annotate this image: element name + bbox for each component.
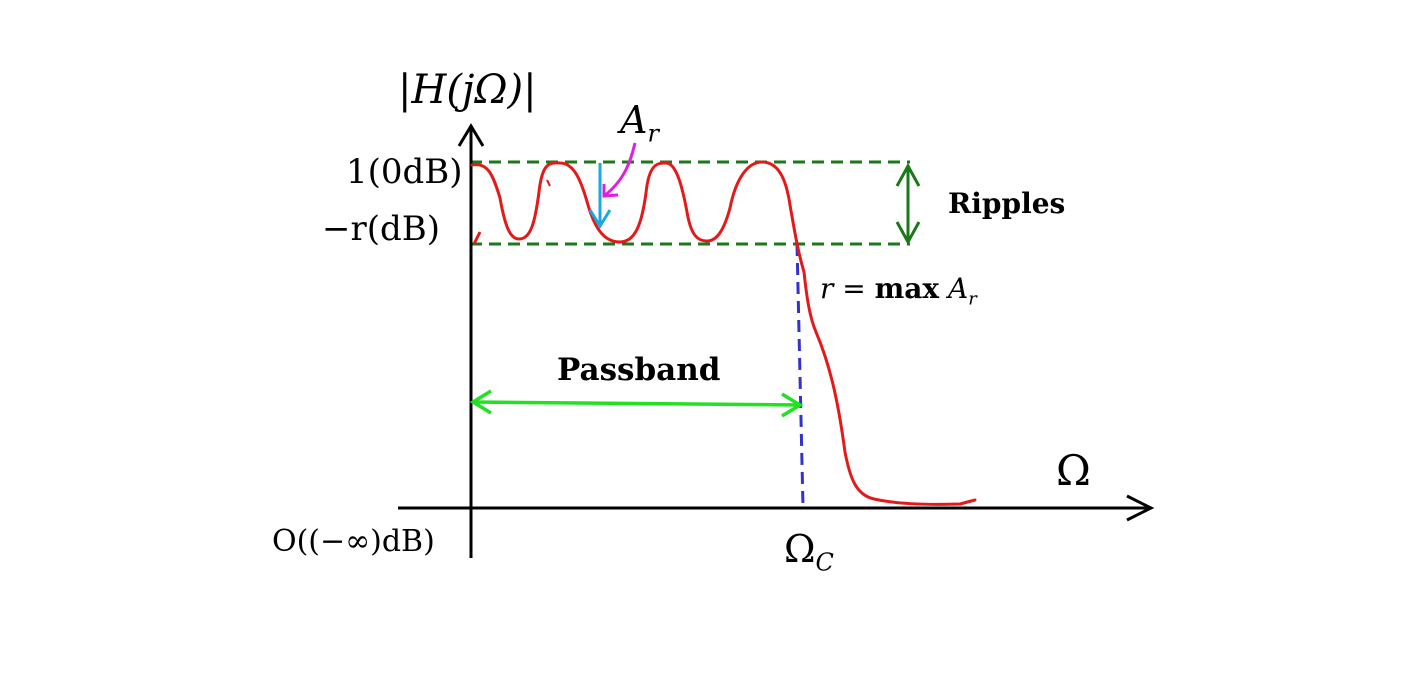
a-r-label: Ar bbox=[620, 101, 659, 146]
cutoff-frequency-line bbox=[795, 243, 805, 508]
a-subscript: r bbox=[968, 288, 977, 310]
cutoff-symbol: Ω bbox=[784, 527, 816, 571]
minus-r-db-label: −r(dB) bbox=[322, 209, 441, 249]
ripples-label: Ripples bbox=[948, 187, 1066, 220]
origin-label: O((−∞)dB) bbox=[272, 524, 435, 559]
cutoff-subscript: C bbox=[815, 548, 834, 577]
axes bbox=[398, 123, 1155, 558]
passband-label: Passband bbox=[557, 352, 721, 388]
cutoff-frequency-label: ΩC bbox=[784, 530, 834, 575]
a-symbol: A bbox=[939, 272, 969, 305]
response-curve-start-tick bbox=[472, 231, 482, 245]
a-r-symbol: A bbox=[620, 98, 648, 142]
x-axis-arrow-icon bbox=[1126, 494, 1155, 522]
ripples-double-arrow-icon bbox=[895, 162, 921, 246]
magnitude-response-curve bbox=[470, 160, 977, 506]
a-r-subscript: r bbox=[647, 119, 659, 148]
a-r-pointer-icon bbox=[602, 142, 637, 198]
ripple-bound-lines bbox=[470, 160, 910, 246]
y-axis-label: |H(jΩ)| bbox=[398, 67, 537, 113]
equals-sign: = bbox=[833, 272, 875, 305]
a-r-drop-arrow-icon bbox=[588, 163, 612, 229]
max-word: max bbox=[874, 272, 940, 305]
y-axis-arrow-icon bbox=[457, 123, 485, 147]
ripple-definition-label: r = max Ar bbox=[820, 275, 977, 309]
unity-gain-label: 1(0dB) bbox=[346, 152, 463, 192]
passband-double-arrow-icon bbox=[469, 389, 804, 418]
x-axis-label: Ω bbox=[1056, 446, 1091, 495]
r-symbol: r bbox=[820, 272, 834, 305]
response-curve-stray-mark bbox=[546, 179, 551, 187]
